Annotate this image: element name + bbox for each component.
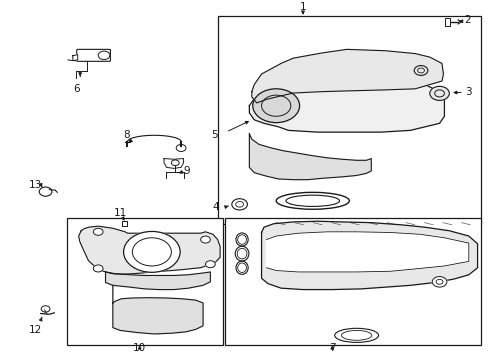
- Text: 11: 11: [113, 208, 126, 219]
- Polygon shape: [266, 232, 468, 272]
- Circle shape: [93, 228, 103, 235]
- Text: 5: 5: [211, 130, 218, 140]
- Text: 7: 7: [328, 343, 335, 353]
- Polygon shape: [251, 49, 443, 103]
- Ellipse shape: [276, 192, 348, 209]
- Text: 12: 12: [29, 325, 42, 335]
- Polygon shape: [249, 76, 444, 132]
- Ellipse shape: [236, 233, 247, 246]
- Polygon shape: [122, 221, 127, 226]
- Ellipse shape: [235, 246, 248, 261]
- Polygon shape: [261, 221, 477, 289]
- Circle shape: [252, 89, 299, 123]
- Text: 13: 13: [29, 180, 42, 190]
- Circle shape: [93, 265, 103, 272]
- Bar: [445, 18, 449, 26]
- Text: 9: 9: [183, 166, 190, 176]
- Polygon shape: [163, 158, 183, 168]
- Text: 4: 4: [212, 202, 219, 212]
- Text: 3: 3: [465, 87, 471, 97]
- Text: 2: 2: [463, 15, 469, 26]
- FancyBboxPatch shape: [77, 49, 110, 61]
- Circle shape: [231, 199, 247, 210]
- Text: 1: 1: [299, 2, 305, 12]
- Circle shape: [431, 276, 446, 287]
- Circle shape: [200, 236, 210, 243]
- Polygon shape: [113, 285, 203, 334]
- Bar: [217, 16, 480, 224]
- Polygon shape: [79, 226, 220, 274]
- Polygon shape: [249, 134, 370, 180]
- Polygon shape: [73, 55, 78, 60]
- Text: 6: 6: [73, 84, 80, 94]
- Text: 10: 10: [133, 343, 146, 353]
- Circle shape: [429, 86, 448, 100]
- Circle shape: [205, 261, 215, 268]
- Ellipse shape: [334, 328, 378, 342]
- Bar: [224, 219, 480, 345]
- Ellipse shape: [236, 261, 247, 274]
- Polygon shape: [105, 272, 210, 289]
- Circle shape: [123, 231, 180, 272]
- Text: 8: 8: [123, 130, 130, 140]
- Bar: [66, 219, 222, 345]
